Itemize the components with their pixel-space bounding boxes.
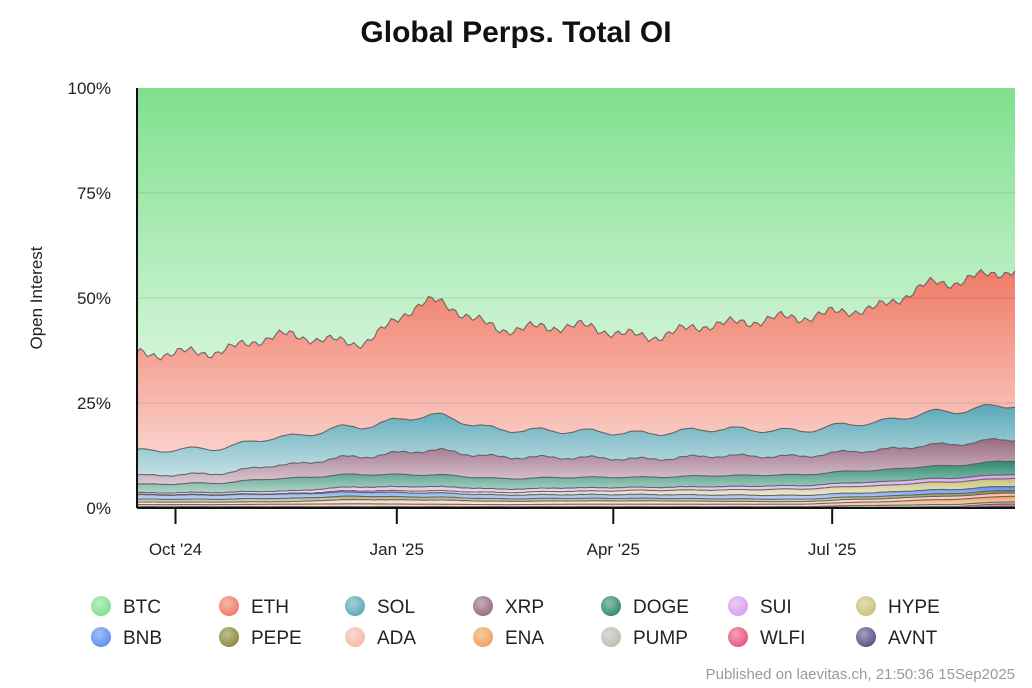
plot-area (136, 88, 1016, 509)
publisher-footer: Published on laevitas.ch, 21:50:36 15Sep… (706, 666, 1015, 683)
x-tick-label: Jul '25 (808, 540, 857, 559)
legend-label-ena[interactable]: ENA (505, 628, 544, 649)
legend-label-wlfi[interactable]: WLFI (760, 628, 805, 649)
gridlines (137, 192, 1015, 404)
legend-swatch-eth (219, 596, 239, 616)
legend-swatch-sui (728, 596, 748, 616)
area-eth (137, 269, 1015, 453)
legend-label-hype[interactable]: HYPE (888, 597, 940, 618)
x-tick-label: Apr '25 (587, 540, 640, 559)
legend-label-bnb[interactable]: BNB (123, 628, 162, 649)
area-sui (137, 474, 1015, 495)
legend-swatch-xrp (473, 596, 493, 616)
boundary-eth (136, 268, 1016, 361)
legend-label-xrp[interactable]: XRP (505, 597, 544, 618)
boundary-pump (137, 501, 1016, 508)
legend-label-sui[interactable]: SUI (760, 597, 792, 618)
y-tick-label: 25% (77, 394, 111, 413)
legend-label-avnt[interactable]: AVNT (888, 628, 938, 649)
boundary-xrp (136, 438, 1016, 477)
chart-title: Global Perps. Total OI (360, 16, 671, 49)
legend-swatch-ada (345, 627, 365, 647)
legend-label-eth[interactable]: ETH (251, 597, 289, 618)
area-xrp (137, 438, 1015, 485)
legend-swatch-wlfi (728, 627, 748, 647)
y-tick-label: 50% (77, 289, 111, 308)
x-tick-label: Jan '25 (370, 540, 424, 559)
legend-label-pump[interactable]: PUMP (633, 628, 688, 649)
legend-swatch-bnb (91, 627, 111, 647)
y-tick-label: 75% (77, 184, 111, 203)
boundary-hype (136, 477, 1016, 496)
area-sol (137, 404, 1015, 477)
legend-swatch-pepe (219, 627, 239, 647)
legend-label-sol[interactable]: SOL (377, 597, 415, 618)
x-axis-ticks: Oct '24 Jan '25 Apr '25 Jul '25 (149, 508, 857, 559)
y-axis-label: Open Interest (27, 246, 46, 349)
legend-label-pepe[interactable]: PEPE (251, 628, 302, 649)
y-tick-label: 100% (68, 79, 111, 98)
legend-label-btc[interactable]: BTC (123, 597, 161, 618)
legend-swatch-pump (601, 627, 621, 647)
boundary-ada (136, 492, 1016, 503)
y-tick-label: 0% (86, 499, 111, 518)
boundary-ena (137, 495, 1015, 506)
area-bnb (137, 486, 1015, 500)
boundary-doge (136, 460, 1016, 486)
legend-swatch-avnt (856, 627, 876, 647)
legend-swatch-ena (473, 627, 493, 647)
axes (136, 88, 1015, 509)
legend-swatch-hype (856, 596, 876, 616)
area-btc (137, 88, 1015, 360)
legend-label-ada[interactable]: ADA (377, 628, 416, 649)
boundary-sui (136, 474, 1016, 494)
y-axis-ticks: 0% 25% 50% 75% 100% (68, 79, 111, 518)
x-tick-label: Oct '24 (149, 540, 202, 559)
legend-swatch-doge (601, 596, 621, 616)
boundary-sol (136, 403, 1016, 453)
legend-swatch-btc (91, 596, 111, 616)
legend: BTC ETH SOL XRP DOGE SUI HYPE BNB PEPE ADA ENA PUMP… (91, 596, 940, 649)
legend-label-doge[interactable]: DOGE (633, 597, 689, 618)
boundary-pepe (136, 490, 1016, 500)
legend-swatch-sol (345, 596, 365, 616)
